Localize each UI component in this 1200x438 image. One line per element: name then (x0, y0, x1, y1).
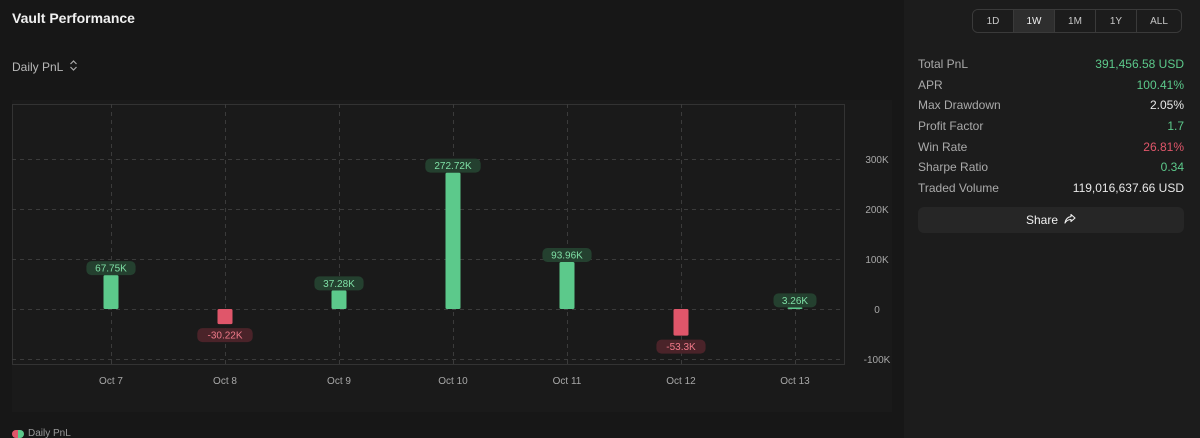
bar (103, 275, 119, 309)
data-label: -53.3K (666, 342, 696, 353)
stat-label: Win Rate (918, 139, 968, 154)
y-tick-label: 300K (865, 155, 889, 166)
stat-max-drawdown: Max Drawdown 2.05% (918, 95, 1184, 116)
share-arrow-icon (1064, 213, 1076, 228)
stat-sharpe-ratio: Sharpe Ratio 0.34 (918, 157, 1184, 178)
tab-1d[interactable]: 1D (973, 10, 1014, 32)
y-tick-label: 0 (874, 305, 880, 316)
bar (673, 309, 689, 336)
bar (217, 309, 233, 325)
x-tick-label: Oct 11 (553, 376, 582, 387)
stat-apr: APR 100.41% (918, 75, 1184, 96)
y-tick-label: 200K (865, 205, 889, 216)
data-label: 272.72K (434, 161, 472, 172)
stat-label: Traded Volume (918, 180, 999, 195)
data-label-pill (314, 276, 364, 291)
data-label-pill (86, 261, 136, 276)
stat-value: 100.41% (1136, 77, 1184, 92)
stat-value: 26.81% (1143, 139, 1184, 154)
stat-label: Total PnL (918, 57, 969, 72)
stat-value: 1.7 (1167, 119, 1184, 134)
sort-chevron-icon (69, 60, 78, 74)
x-tick-label: Oct 13 (780, 376, 810, 387)
stat-label: Sharpe Ratio (918, 160, 989, 175)
data-label: 3.26K (782, 296, 808, 307)
y-tick-label: 100K (865, 255, 889, 266)
chart-area: 300K 200K 100K 0 -100K Oct 7 Oct 8 Oct 9 Oct 10 O… (12, 100, 892, 412)
stat-value: 391,456.58 USD (1095, 57, 1184, 72)
tab-1y[interactable]: 1Y (1096, 10, 1137, 32)
tab-1w[interactable]: 1W (1014, 10, 1055, 32)
stat-win-rate: Win Rate 26.81% (918, 136, 1184, 157)
data-label: 67.75K (95, 264, 127, 275)
tab-1m[interactable]: 1M (1055, 10, 1096, 32)
legend-swatch (12, 429, 24, 438)
data-label: 37.28K (323, 279, 355, 290)
data-label: 93.96K (551, 251, 583, 262)
x-tick-label: Oct 9 (327, 376, 351, 387)
plot-frame (12, 104, 845, 365)
data-label-pill (197, 328, 253, 343)
x-tick-label: Oct 8 (213, 376, 237, 387)
x-tick-label: Oct 10 (438, 376, 468, 387)
stat-label: Profit Factor (918, 119, 984, 134)
data-label-pill (656, 339, 706, 354)
x-tick-label: Oct 7 (99, 376, 123, 387)
tab-all[interactable]: ALL (1137, 10, 1181, 32)
stat-profit-factor: Profit Factor 1.7 (918, 116, 1184, 137)
metric-selector-label: Daily PnL (12, 60, 64, 74)
bar (445, 172, 461, 309)
stat-traded-volume: Traded Volume 119,016,637.66 USD (918, 178, 1184, 199)
stat-total-pnl: Total PnL 391,456.58 USD (918, 54, 1184, 75)
bar (559, 262, 575, 309)
bar (787, 307, 803, 309)
legend-label: Daily PnL (28, 428, 71, 438)
stat-value: 2.05% (1149, 98, 1184, 113)
data-label: -30.22K (207, 331, 242, 342)
stats-list: Total PnL 391,456.58 USD APR 100.41% Max… (918, 54, 1184, 198)
page-title: Vault Performance (12, 10, 135, 26)
data-label-pill (542, 248, 592, 263)
bar (331, 290, 347, 309)
range-tabs: 1D 1W 1M 1Y ALL (972, 9, 1182, 33)
stat-value: 119,016,637.66 USD (1072, 180, 1184, 195)
data-label-pill (773, 293, 817, 308)
stat-label: Max Drawdown (918, 98, 1001, 113)
x-tick-label: Oct 12 (666, 376, 696, 387)
share-button-label: Share (1025, 213, 1059, 227)
stat-value: 0.34 (1160, 160, 1184, 175)
metric-selector[interactable]: Daily PnL (12, 60, 78, 74)
stat-label: APR (918, 77, 943, 92)
share-button[interactable]: Share (918, 207, 1184, 233)
daily-pnl-chart: 300K 200K 100K 0 -100K Oct 7 Oct 8 Oct 9 Oct 10 O… (12, 104, 891, 387)
chart-legend[interactable]: Daily PnL (12, 428, 71, 438)
data-label-pill (425, 158, 481, 173)
y-tick-label: -100K (864, 355, 891, 366)
